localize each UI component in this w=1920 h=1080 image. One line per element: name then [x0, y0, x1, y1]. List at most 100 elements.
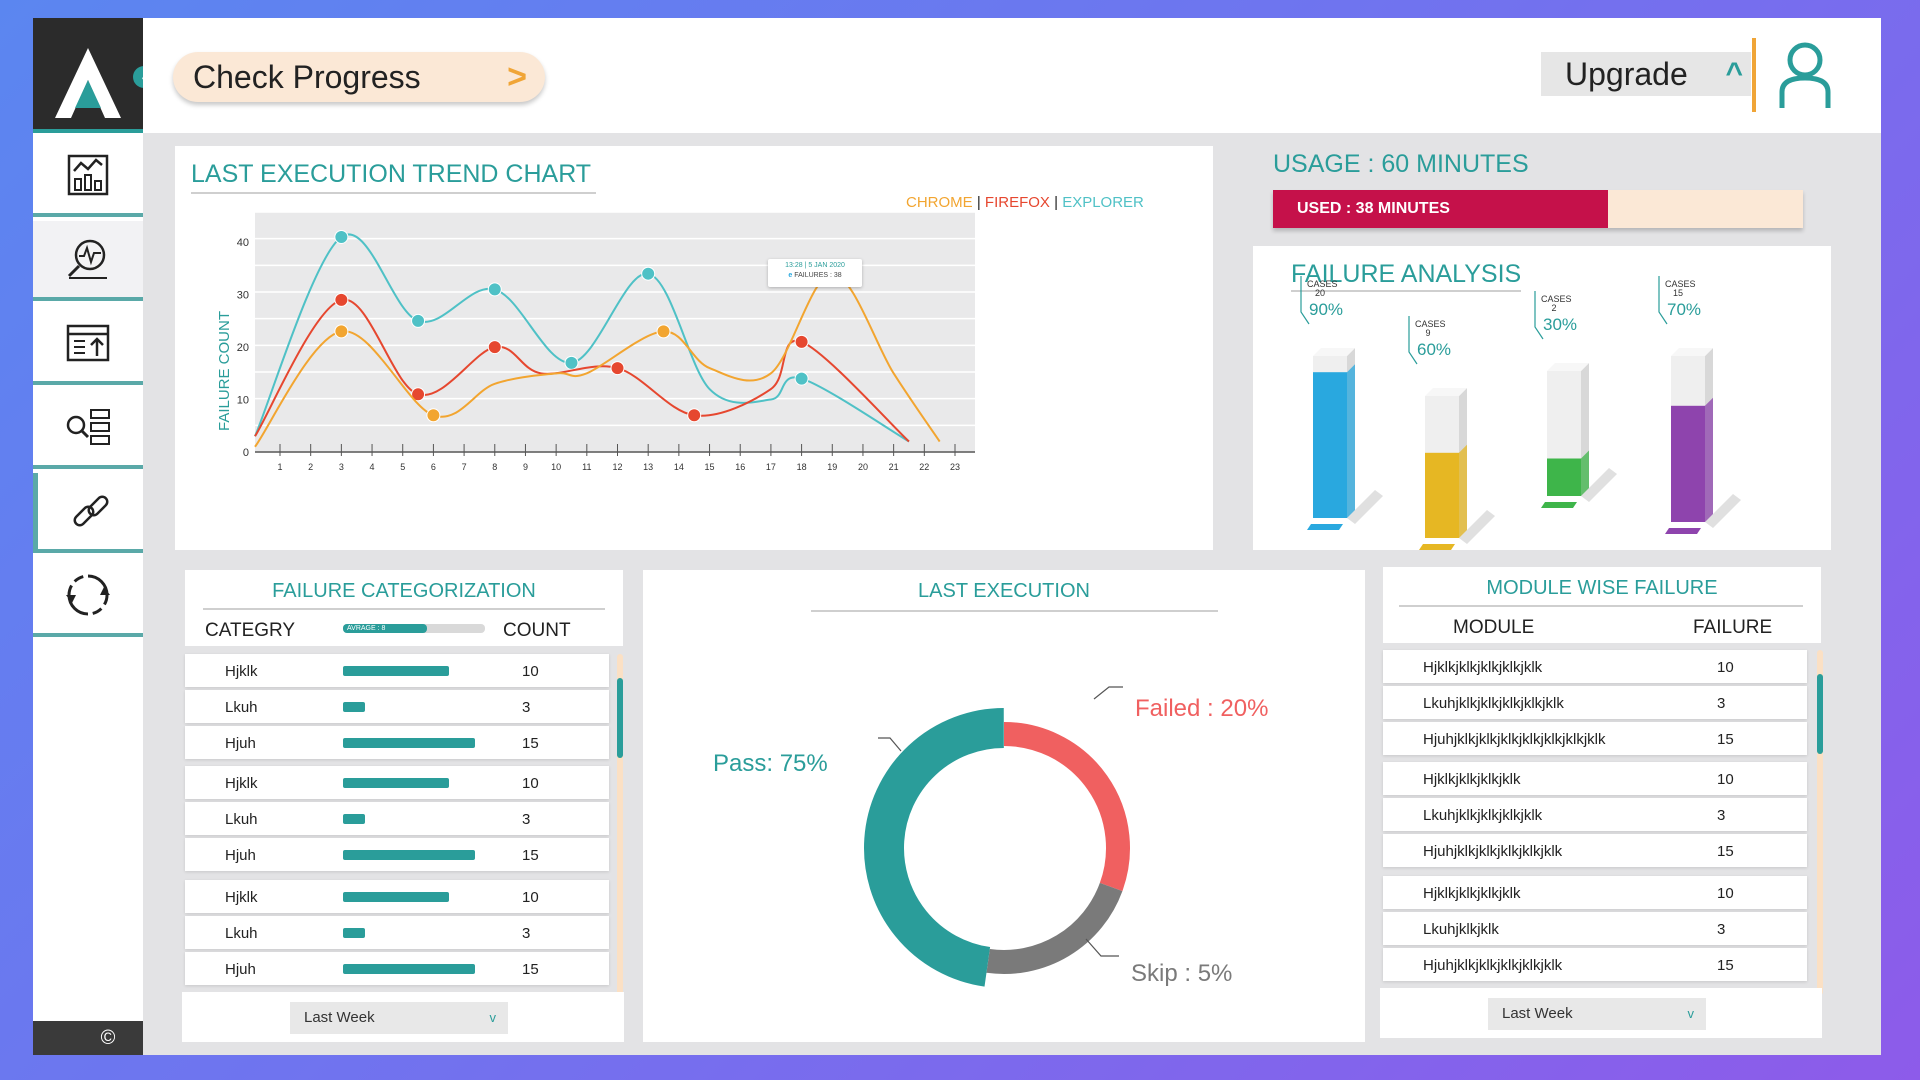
data-point [487, 340, 502, 355]
legend-explorer: EXPLORER [1062, 194, 1144, 211]
trend-chart-panel: LAST EXECUTION TREND CHART CHROME | FIRE… [175, 146, 1213, 550]
category-name: Hjklk [225, 775, 258, 792]
period-select[interactable]: Last Week v [1488, 998, 1706, 1030]
table-row[interactable]: Hjuh 15 [185, 952, 609, 985]
x-tick-label: 14 [674, 462, 684, 472]
category-count: 10 [522, 889, 539, 906]
category-count: 10 [522, 663, 539, 680]
failure-percentage: 30% [1543, 315, 1578, 334]
failed-label: Failed : 20% [1135, 695, 1269, 722]
sidebar-item-reports[interactable] [33, 137, 143, 217]
top-bar: Check Progress > Upgrade ^ [143, 18, 1881, 133]
table-row[interactable]: Lkuhjklkjklkjklkjklkjklk 3 [1383, 686, 1807, 719]
category-name: Lkuh [225, 925, 258, 942]
sidebar-item-monitor[interactable] [33, 221, 143, 301]
column-header-module[interactable]: MODULE [1453, 617, 1535, 638]
sidebar-item-integrations[interactable] [33, 473, 143, 553]
sidebar-item-deploy[interactable] [33, 305, 143, 385]
failure-analysis-title: FAILURE ANALYSIS [1291, 260, 1522, 288]
module-name: Hjklkjklkjklkjklk [1423, 885, 1521, 902]
y-tick-label: 20 [237, 342, 249, 354]
browser-icon: e [788, 272, 793, 279]
logo [33, 18, 143, 133]
module-name: Lkuhjklkjklkjklkjklkjklk [1423, 695, 1564, 712]
x-tick-label: 2 [308, 462, 313, 472]
table-row[interactable]: Hjklk 10 [185, 880, 609, 913]
title-underline [1291, 290, 1521, 292]
skip-leader-line [1085, 938, 1119, 957]
x-tick-label: 6 [431, 462, 436, 472]
count-bar [343, 778, 449, 788]
category-count: 3 [522, 925, 531, 942]
table-row[interactable]: Hjklkjklkjklkjklkjklk 10 [1383, 650, 1807, 683]
category-count: 15 [522, 735, 539, 752]
category-count: 10 [522, 775, 539, 792]
check-progress-button[interactable]: Check Progress > [173, 52, 545, 102]
last-execution-donut-chart [864, 686, 1130, 987]
table-row[interactable]: Hjuh 15 [185, 838, 609, 871]
category-name: Hjuh [225, 735, 256, 752]
module-name: Hjuhjklkjklkjklkjklkjklkjklkjklk [1423, 731, 1606, 748]
x-tick-label: 23 [950, 462, 960, 472]
leader-line [1300, 276, 1310, 325]
failure-percentage: 70% [1667, 300, 1702, 319]
bar-fill-side [1581, 450, 1589, 496]
period-select[interactable]: Last Week v [290, 1002, 508, 1034]
data-point [334, 229, 349, 244]
table-row[interactable]: Lkuh 3 [185, 690, 609, 723]
table-row[interactable]: Hjuh 15 [185, 726, 609, 759]
x-tick-label: 9 [523, 462, 528, 472]
cases-label: CASES 9 [1415, 320, 1446, 338]
bar-cap [1671, 348, 1713, 356]
x-tick-label: 18 [797, 462, 807, 472]
table-row[interactable]: Lkuh 3 [185, 802, 609, 835]
table-row[interactable]: Hjklk 10 [185, 654, 609, 687]
failure-analysis-panel: FAILURE ANALYSIS CASES 20 90% CASES 9 60% CASE… [1253, 246, 1831, 550]
scrollbar-track[interactable] [617, 654, 623, 999]
table-row[interactable]: Lkuhjklkjklk 3 [1383, 912, 1807, 945]
usage-progress-fill: USED : 38 MINUTES [1273, 190, 1608, 228]
table-row[interactable]: Hjuhjklkjklkjklkjklkjklk 15 [1383, 948, 1807, 981]
column-header-failure[interactable]: FAILURE [1693, 617, 1773, 638]
check-progress-label: Check Progress [193, 59, 421, 95]
x-tick-label: 4 [370, 462, 375, 472]
table-row[interactable]: Hjuhjklkjklkjklkjklkjklkjklkjklk 15 [1383, 722, 1807, 755]
table-row[interactable]: Lkuhjklkjklkjklkjklk 3 [1383, 798, 1807, 831]
failure-categorization-header: FAILURE CATEGORIZATION CATEGRY AVRAGE : … [185, 570, 623, 646]
x-tick-label: 1 [277, 462, 282, 472]
last-execution-title: LAST EXECUTION [918, 580, 1090, 602]
cases-label: CASES 20 [1307, 279, 1338, 298]
tooltip-value: FAILURES : 38 [794, 272, 842, 279]
x-tick-label: 22 [919, 462, 929, 472]
scrollbar-track[interactable] [1817, 650, 1823, 995]
cases-caption: CASES [1665, 279, 1696, 289]
failed-leader-line [1093, 686, 1123, 700]
sidebar-item-sync[interactable] [33, 557, 143, 637]
data-point [564, 355, 579, 370]
failure-categorization-title: FAILURE CATEGORIZATION [272, 580, 536, 602]
bar-cap [1425, 388, 1467, 396]
legend-chrome: CHROME [906, 194, 973, 211]
module-name: Hjuhjklkjklkjklkjklkjklk [1423, 957, 1563, 974]
table-row[interactable]: Hjklk 10 [185, 766, 609, 799]
module-failure-count: 10 [1717, 771, 1734, 788]
scrollbar-thumb[interactable] [617, 678, 623, 758]
table-row[interactable]: Hjuhjklkjklkjklkjklkjklk 15 [1383, 834, 1807, 867]
leader-line [1534, 291, 1544, 340]
column-header-category[interactable]: CATEGRY [205, 620, 296, 641]
user-profile-icon[interactable] [1777, 40, 1833, 110]
column-header-count[interactable]: COUNT [503, 620, 571, 641]
period-select-value: Last Week [304, 1009, 375, 1026]
sidebar-item-search[interactable] [33, 389, 143, 469]
table-row[interactable]: Hjklkjklkjklkjklk 10 [1383, 876, 1807, 909]
table-row[interactable]: Lkuh 3 [185, 916, 609, 949]
tooltip-date: 13:28 | 5 JAN 2020 [785, 262, 845, 269]
count-bar [343, 738, 475, 748]
scrollbar-thumb[interactable] [1817, 674, 1823, 754]
upgrade-button[interactable]: Upgrade ^ [1541, 52, 1751, 96]
cases-caption: CASES [1307, 279, 1338, 289]
title-underline [203, 608, 605, 610]
title-underline [1399, 605, 1803, 607]
table-row[interactable]: Hjklkjklkjklkjklk 10 [1383, 762, 1807, 795]
donut-slice-skip [986, 882, 1123, 974]
